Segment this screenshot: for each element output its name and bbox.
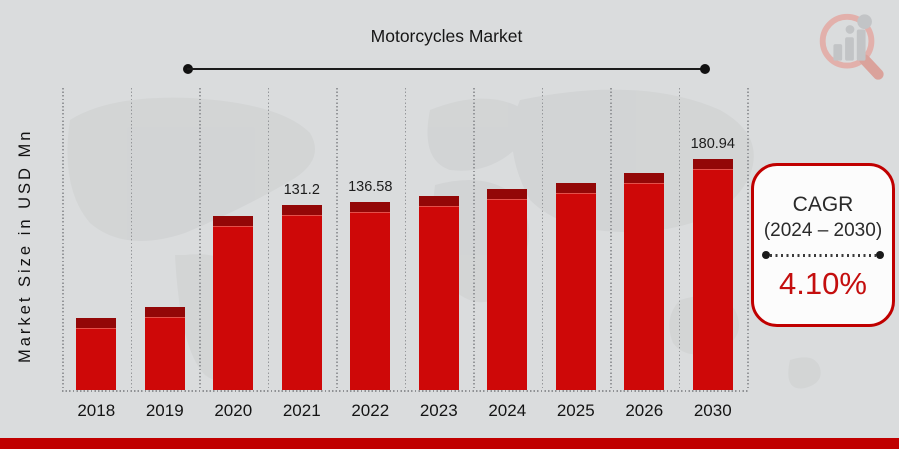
x-axis-tick-label: 2025 bbox=[556, 401, 595, 420]
grid-dotted-line bbox=[747, 88, 749, 390]
x-axis-tick-label: 2024 bbox=[488, 401, 527, 420]
grid-dotted-line bbox=[267, 88, 269, 390]
divider-right-dot bbox=[876, 251, 884, 259]
x-axis-tick-label: 2021 bbox=[282, 401, 321, 420]
magnifier-bar-chart-logo-icon bbox=[810, 8, 888, 86]
grid-dotted-line bbox=[130, 88, 132, 390]
bar-2022[interactable] bbox=[350, 202, 391, 390]
cagr-title: CAGR bbox=[792, 193, 854, 216]
x-axis-tick-label: 2030 bbox=[693, 401, 732, 420]
divider-left-dot bbox=[762, 251, 770, 259]
bar-cap bbox=[487, 189, 528, 200]
y-axis-label: Market Size in USD Mn bbox=[16, 128, 34, 364]
x-axis-tick-label: 2023 bbox=[419, 401, 458, 420]
bar-2030[interactable] bbox=[692, 159, 733, 390]
bar-cap bbox=[76, 318, 117, 329]
title-bracket-line bbox=[183, 64, 710, 74]
grid-dotted-line bbox=[404, 88, 406, 390]
bar-cap bbox=[624, 173, 665, 184]
cagr-box: CAGR (2024 – 2030) 4.10% bbox=[751, 163, 895, 327]
grid-dotted-line bbox=[541, 88, 543, 390]
bar-cap bbox=[418, 196, 459, 207]
bracket-line bbox=[187, 68, 706, 70]
x-axis-baseline bbox=[62, 390, 748, 392]
cagr-value: 4.10% bbox=[779, 266, 867, 301]
bar-2020[interactable] bbox=[213, 216, 254, 390]
grid-dotted-line bbox=[610, 88, 612, 390]
bar-cap bbox=[692, 159, 733, 170]
grid-dotted-line bbox=[62, 88, 64, 390]
grid-dotted-line bbox=[199, 88, 201, 390]
bar-value-label: 131.2 bbox=[283, 182, 320, 198]
bar-cap bbox=[281, 205, 322, 216]
x-axis-tick-label: 2020 bbox=[214, 401, 253, 420]
bracket-right-dot bbox=[700, 64, 710, 74]
bar-cap bbox=[213, 216, 254, 227]
bar-2026[interactable] bbox=[624, 173, 665, 390]
bar-2021[interactable] bbox=[281, 205, 322, 390]
x-axis-tick-label: 2026 bbox=[625, 401, 664, 420]
cagr-range: (2024 – 2030) bbox=[763, 220, 883, 241]
bar-value-label: 180.94 bbox=[690, 136, 735, 152]
bar-cap bbox=[144, 307, 185, 318]
x-axis-tick-label: 2022 bbox=[351, 401, 390, 420]
grid-dotted-line bbox=[473, 88, 475, 390]
chart-title: Motorcycles Market bbox=[370, 26, 523, 46]
x-axis-tick-label: 2019 bbox=[145, 401, 184, 420]
bar-cap bbox=[350, 202, 391, 213]
bar-2023[interactable] bbox=[418, 196, 459, 390]
cagr-divider-dotted-line bbox=[762, 250, 884, 260]
bar-2024[interactable] bbox=[487, 189, 528, 390]
divider-dots bbox=[770, 253, 876, 257]
bar-2025[interactable] bbox=[555, 183, 596, 390]
bar-2018[interactable] bbox=[76, 318, 117, 390]
bar-value-label: 136.58 bbox=[348, 179, 393, 195]
bar-2019[interactable] bbox=[144, 307, 185, 390]
x-axis-tick-label: 2018 bbox=[77, 401, 116, 420]
bottom-red-bar bbox=[0, 438, 899, 449]
grid-dotted-line bbox=[336, 88, 338, 390]
grid-dotted-line bbox=[678, 88, 680, 390]
bar-cap bbox=[555, 183, 596, 194]
